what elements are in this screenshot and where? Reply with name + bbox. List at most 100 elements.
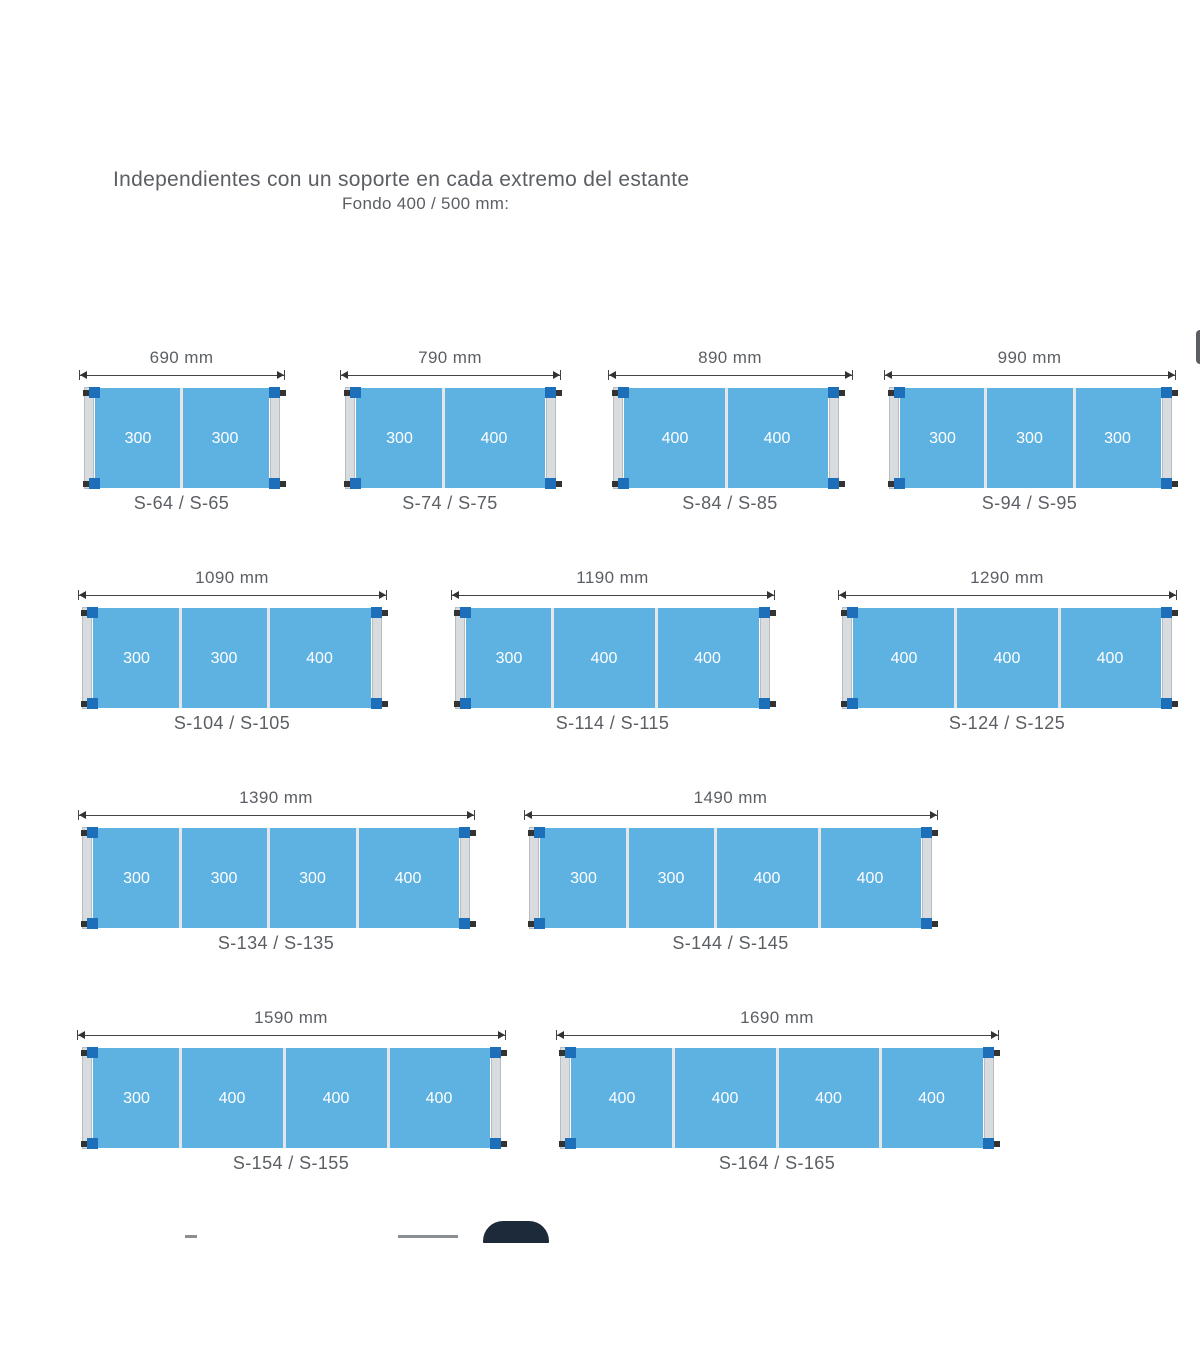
bracket-stub	[994, 1141, 1000, 1147]
dimension-line	[608, 375, 852, 376]
dimension-arrow-left	[557, 1031, 564, 1039]
bracket	[87, 607, 98, 618]
dimension-label: 890 mm	[698, 348, 762, 367]
segment-label: 400	[394, 870, 422, 887]
bracket-stub	[83, 390, 89, 396]
shelf-panel	[93, 608, 371, 708]
shelf-divider	[267, 608, 270, 708]
dimension-arrow-left	[885, 371, 892, 379]
dimension-arrow-left	[78, 1031, 85, 1039]
end-post	[560, 1047, 570, 1149]
dimension-tick	[556, 1030, 557, 1040]
end-post	[460, 827, 470, 929]
shelf-divider	[179, 608, 182, 708]
dimension-arrow-right	[1168, 371, 1175, 379]
end-post	[1162, 387, 1172, 489]
bracket	[759, 607, 770, 618]
bracket-stub	[888, 390, 894, 396]
bracket	[490, 1047, 501, 1058]
bracket-stub	[344, 390, 350, 396]
dimension-line	[340, 375, 560, 376]
dimension-tick	[284, 370, 285, 380]
dimension-label: 1690 mm	[740, 1008, 814, 1027]
end-post	[889, 387, 899, 489]
dimension-arrow-left	[79, 591, 86, 599]
bracket	[828, 387, 839, 398]
bracket-stub	[470, 830, 476, 836]
bracket-stub	[1172, 610, 1178, 616]
dimension-line	[78, 595, 386, 596]
shelf-divider	[954, 608, 957, 708]
shelf-divider	[776, 1048, 779, 1148]
bracket	[490, 1138, 501, 1149]
end-post	[82, 607, 92, 709]
bracket	[371, 607, 382, 618]
dimension-arrow-right	[991, 1031, 998, 1039]
segment-label: 400	[890, 650, 918, 667]
cut-off-text-fragment	[185, 1235, 197, 1238]
segment-label: 400	[590, 650, 618, 667]
dimension-label: 690 mm	[149, 348, 214, 367]
segment-label: 400	[306, 650, 333, 667]
shelf-divider	[714, 828, 717, 928]
bracket	[545, 387, 556, 398]
bracket	[87, 1047, 98, 1058]
dimension-tick	[1176, 590, 1177, 600]
scroll-tab[interactable]	[1196, 330, 1200, 364]
dimension-label: 1490 mm	[693, 788, 768, 807]
bracket-stub	[932, 830, 938, 836]
bracket	[983, 1138, 994, 1149]
bracket-stub	[501, 1050, 507, 1056]
page-title: Independientes con un soporte en cada ex…	[113, 168, 690, 191]
dimension-arrow-left	[525, 811, 532, 819]
bracket-stub	[1172, 390, 1178, 396]
bracket	[534, 918, 545, 929]
end-post	[922, 827, 932, 929]
end-post	[546, 387, 556, 489]
bracket-stub	[81, 610, 87, 616]
dimension-tick	[340, 370, 341, 380]
segment-label: 400	[711, 1090, 739, 1107]
dimension-line	[556, 1035, 998, 1036]
shelf-divider	[179, 828, 182, 928]
end-post	[345, 387, 355, 489]
shelf-divider	[551, 608, 554, 708]
bracket-stub	[559, 1050, 565, 1056]
segment-label: 300	[570, 870, 597, 887]
dimension-arrow-right	[1169, 591, 1176, 599]
bracket	[350, 387, 361, 398]
bracket-stub	[501, 1141, 507, 1147]
shelf-divider	[672, 1048, 675, 1148]
end-post	[270, 387, 280, 489]
bracket	[618, 387, 629, 398]
segment-label: 300	[929, 430, 956, 447]
bracket	[1161, 607, 1172, 618]
dimension-tick	[77, 1030, 78, 1040]
segment-label: 300	[495, 650, 523, 667]
bracket	[460, 607, 471, 618]
segment-label: 400	[480, 430, 508, 447]
dimension-tick	[474, 810, 475, 820]
dimension-tick	[78, 590, 79, 600]
dimension-tick	[524, 810, 525, 820]
model-code-label: S-64 / S-65	[133, 493, 230, 513]
segment-label: 400	[753, 870, 781, 887]
segment-label: 300	[123, 870, 150, 887]
dimension-arrow-right	[467, 811, 474, 819]
bracket	[534, 827, 545, 838]
dimension-tick	[505, 1030, 506, 1040]
bracket	[618, 478, 629, 489]
segment-label: 300	[123, 1090, 150, 1107]
bracket-stub	[454, 701, 460, 707]
bracket	[828, 478, 839, 489]
bracket	[759, 698, 770, 709]
segment-label: 400	[815, 1090, 842, 1107]
bracket	[269, 387, 280, 398]
segment-label: 300	[211, 430, 239, 447]
model-code-label: S-124 / S-125	[948, 713, 1066, 733]
bracket	[87, 698, 98, 709]
page-subtitle: Fondo 400 / 500 mm:	[342, 194, 510, 213]
dimension-line	[451, 595, 774, 596]
end-post	[1162, 607, 1172, 709]
shelf-divider	[1058, 608, 1061, 708]
